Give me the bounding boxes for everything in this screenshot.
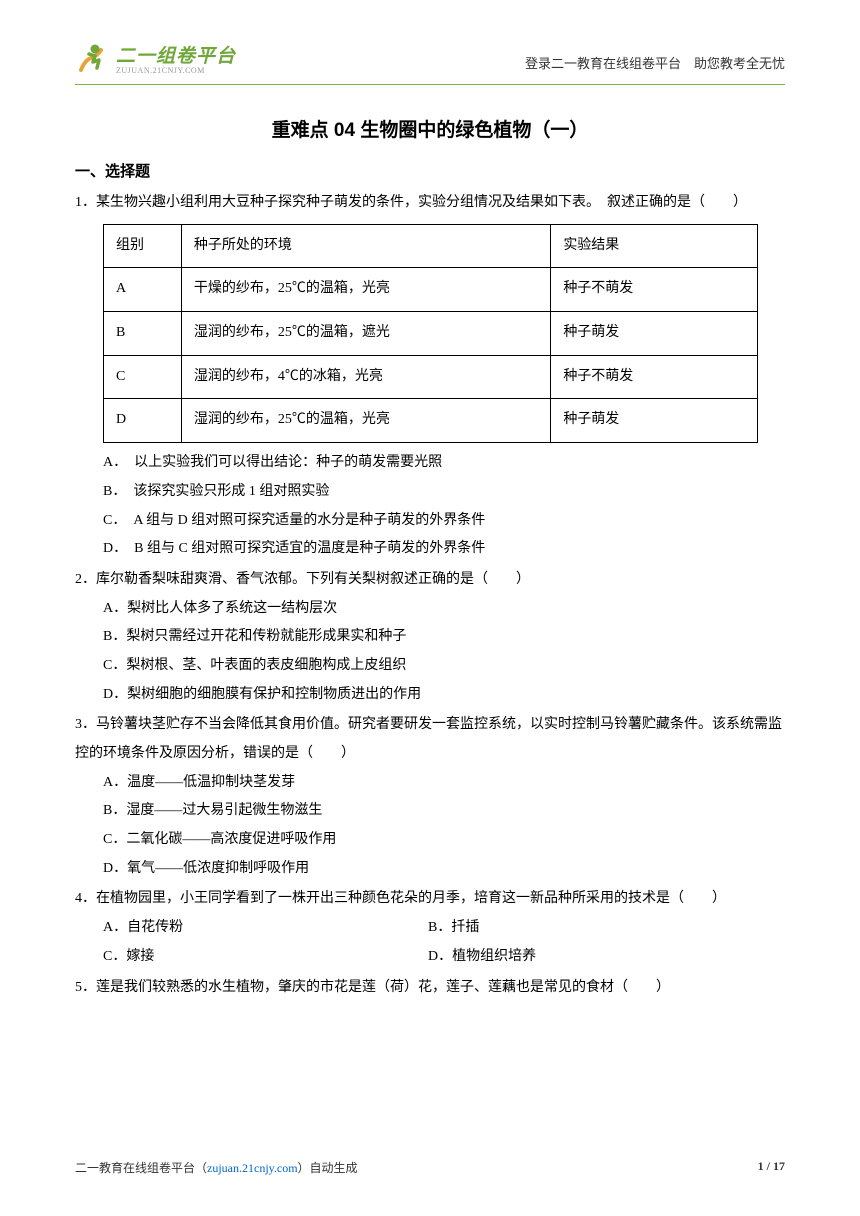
logo-text: 二一组卷平台: [116, 41, 236, 68]
table-row: 组别 种子所处的环境 实验结果: [104, 224, 758, 268]
q3-options: A．温度——低温抑制块茎发芽 B．湿度——过大易引起微生物滋生 C．二氧化碳——…: [103, 769, 785, 884]
option-a: A．梨树比人体多了系统这一结构层次: [103, 595, 785, 624]
table-cell: 干燥的纱布，25℃的温箱，光亮: [181, 268, 550, 312]
option-b: B． 该探究实验只形成 1 组对照实验: [103, 478, 785, 507]
table-cell: 实验结果: [551, 224, 758, 268]
q3-text: 3．马铃薯块茎贮存不当会降低其食用价值。研究者要研发一套监控系统，以实时控制马铃…: [75, 711, 785, 768]
table-row: C 湿润的纱布，4℃的冰箱，光亮 种子不萌发: [104, 355, 758, 399]
q5-text: 5．莲是我们较熟悉的水生植物，肇庆的市花是莲（荷）花，莲子、莲藕也是常见的食材（…: [75, 974, 785, 1003]
option-a: A． 以上实验我们可以得出结论：种子的萌发需要光照: [103, 449, 785, 478]
q4-options: A．自花传粉 B．扦插 C．嫁接 D．植物组织培养: [103, 914, 785, 971]
table-cell: 组别: [104, 224, 182, 268]
option-b: B．扦插: [428, 914, 785, 943]
table-cell: 种子萌发: [551, 399, 758, 443]
footer-link[interactable]: zujuan.21cnjy.com: [207, 1161, 298, 1175]
q1-options: A． 以上实验我们可以得出结论：种子的萌发需要光照 B． 该探究实验只形成 1 …: [103, 449, 785, 564]
header-right-text: 登录二一教育在线组卷平台 助您教考全无忧: [525, 53, 785, 72]
q1-text: 1．某生物兴趣小组利用大豆种子探究种子萌发的条件，实验分组情况及结果如下表。 叙…: [75, 189, 785, 218]
table-cell: 种子不萌发: [551, 355, 758, 399]
table-cell: A: [104, 268, 182, 312]
option-d: D．梨树细胞的细胞膜有保护和控制物质进出的作用: [103, 681, 785, 710]
option-c: C．梨树根、茎、叶表面的表皮细胞构成上皮组织: [103, 652, 785, 681]
option-a: A．自花传粉: [103, 914, 428, 943]
table-row: D 湿润的纱布，25℃的温箱，光亮 种子萌发: [104, 399, 758, 443]
table-cell: B: [104, 312, 182, 356]
option-row-cd: C．嫁接 D．植物组织培养: [103, 943, 785, 972]
page-number: 1 / 17: [758, 1159, 785, 1176]
table-cell: 湿润的纱布，25℃的温箱，光亮: [181, 399, 550, 443]
table-cell: 种子不萌发: [551, 268, 758, 312]
logo-icon: [75, 40, 111, 76]
question-3: 3．马铃薯块茎贮存不当会降低其食用价值。研究者要研发一套监控系统，以实时控制马铃…: [75, 711, 785, 883]
section-heading: 一、选择题: [75, 160, 785, 181]
question-1: 1．某生物兴趣小组利用大豆种子探究种子萌发的条件，实验分组情况及结果如下表。 叙…: [75, 189, 785, 564]
table-cell: C: [104, 355, 182, 399]
footer-left: 二一教育在线组卷平台（zujuan.21cnjy.com）自动生成: [75, 1159, 358, 1176]
option-c: C． A 组与 D 组对照可探究适量的水分是种子萌发的外界条件: [103, 507, 785, 536]
option-d: D．氧气——低浓度抑制呼吸作用: [103, 855, 785, 884]
logo-area: 二一组卷平台 ZUJUAN.21CNJY.COM: [75, 40, 236, 76]
option-c: C．二氧化碳——高浓度促进呼吸作用: [103, 826, 785, 855]
option-a: A．温度——低温抑制块茎发芽: [103, 769, 785, 798]
option-c: C．嫁接: [103, 943, 428, 972]
question-5: 5．莲是我们较熟悉的水生植物，肇庆的市花是莲（荷）花，莲子、莲藕也是常见的食材（…: [75, 974, 785, 1003]
q1-table: 组别 种子所处的环境 实验结果 A 干燥的纱布，25℃的温箱，光亮 种子不萌发 …: [103, 224, 785, 443]
table-cell: 种子萌发: [551, 312, 758, 356]
question-4: 4．在植物园里，小王同学看到了一株开出三种颜色花朵的月季，培育这一新品种所采用的…: [75, 885, 785, 971]
document-title: 重难点 04 生物圈中的绿色植物（一）: [75, 115, 785, 142]
table-cell: 湿润的纱布，4℃的冰箱，光亮: [181, 355, 550, 399]
table-row: A 干燥的纱布，25℃的温箱，光亮 种子不萌发: [104, 268, 758, 312]
table-cell: 种子所处的环境: [181, 224, 550, 268]
option-d: D． B 组与 C 组对照可探究适宜的温度是种子萌发的外界条件: [103, 535, 785, 564]
header-divider: [75, 84, 785, 85]
q4-text: 4．在植物园里，小王同学看到了一株开出三种颜色花朵的月季，培育这一新品种所采用的…: [75, 885, 785, 914]
question-2: 2．库尔勒香梨味甜爽滑、香气浓郁。下列有关梨树叙述正确的是（ ） A．梨树比人体…: [75, 566, 785, 709]
page-header: 二一组卷平台 ZUJUAN.21CNJY.COM 登录二一教育在线组卷平台 助您…: [75, 40, 785, 76]
option-b: B．梨树只需经过开花和传粉就能形成果实和种子: [103, 623, 785, 652]
option-row-ab: A．自花传粉 B．扦插: [103, 914, 785, 943]
q2-text: 2．库尔勒香梨味甜爽滑、香气浓郁。下列有关梨树叙述正确的是（ ）: [75, 566, 785, 595]
page-footer: 二一教育在线组卷平台（zujuan.21cnjy.com）自动生成 1 / 17: [75, 1159, 785, 1176]
table-row: B 湿润的纱布，25℃的温箱，遮光 种子萌发: [104, 312, 758, 356]
footer-text-post: ）自动生成: [298, 1161, 358, 1175]
option-d: D．植物组织培养: [428, 943, 785, 972]
table-cell: D: [104, 399, 182, 443]
option-b: B．湿度——过大易引起微生物滋生: [103, 797, 785, 826]
q2-options: A．梨树比人体多了系统这一结构层次 B．梨树只需经过开花和传粉就能形成果实和种子…: [103, 595, 785, 710]
logo-text-block: 二一组卷平台 ZUJUAN.21CNJY.COM: [116, 41, 236, 75]
table-cell: 湿润的纱布，25℃的温箱，遮光: [181, 312, 550, 356]
footer-text-pre: 二一教育在线组卷平台（: [75, 1161, 207, 1175]
